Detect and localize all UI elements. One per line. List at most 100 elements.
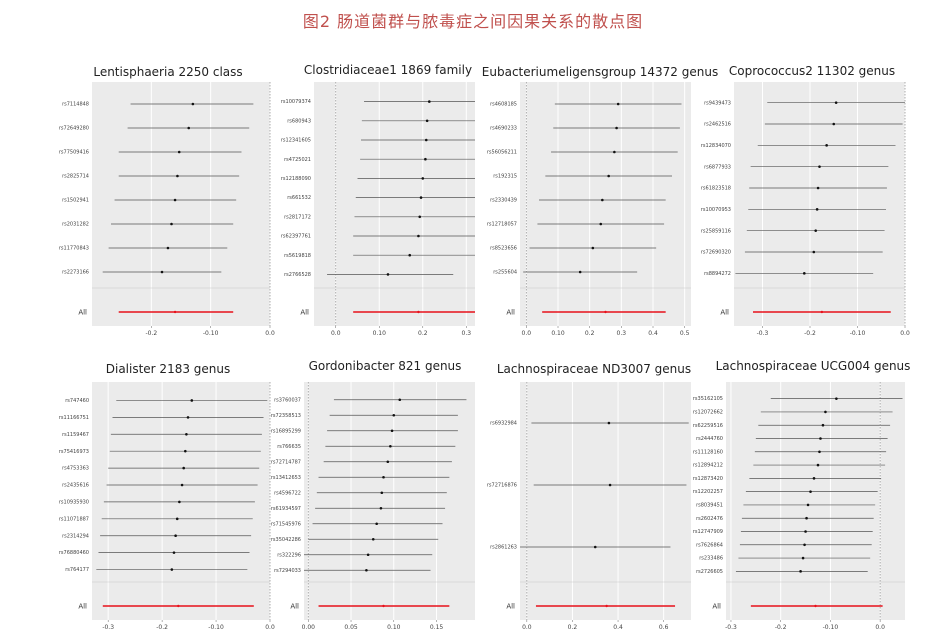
- snp-label: rs192315: [493, 174, 517, 180]
- snp-label: rs12873420: [693, 476, 723, 482]
- snp-label: rs35162105: [693, 396, 723, 402]
- tick-label: -0.10: [850, 330, 866, 337]
- tick-label: -0.2: [804, 330, 816, 337]
- snp-label: rs1159467: [62, 432, 89, 438]
- snp-label: rs72649280: [59, 126, 89, 132]
- estimate-point: [182, 466, 185, 470]
- tick-label: 0.10: [373, 330, 387, 337]
- estimate-point: [809, 490, 812, 493]
- snp-label: rs9439473: [704, 100, 731, 106]
- plot-background: [726, 382, 905, 620]
- overall-label: All: [78, 603, 87, 611]
- tick-label: 0.0: [522, 624, 532, 631]
- snp-label: rs11071887: [59, 516, 89, 522]
- panel-title: Dialister 2183 genus: [106, 362, 231, 376]
- tick-label: -0.10: [203, 330, 219, 337]
- snp-label: rs12202257: [693, 489, 723, 495]
- snp-label: rs12834070: [701, 143, 731, 149]
- estimate-point: [379, 506, 383, 510]
- tick-label: 0.6: [659, 624, 669, 631]
- estimate-point: [818, 165, 821, 168]
- snp-label: rs6877933: [704, 164, 731, 170]
- tick-label: 0.0: [331, 330, 341, 337]
- snp-label: rs61823518: [701, 186, 731, 192]
- snp-label: rs2825714: [62, 174, 89, 180]
- forest-panel: Dialister 2183 genus rs747460 rs11166751 rs…: [59, 362, 275, 631]
- snp-label: rs4596722: [274, 490, 301, 496]
- tick-label: 0.0: [522, 330, 532, 337]
- snp-label: rs8039451: [696, 503, 723, 509]
- tick-label: 0.2: [418, 330, 428, 337]
- estimate-point: [191, 102, 195, 106]
- estimate-point: [816, 463, 820, 467]
- snp-label: rs12188090: [281, 176, 311, 182]
- estimate-point: [173, 198, 177, 202]
- overall-point: [382, 604, 385, 608]
- estimate-point: [417, 234, 420, 238]
- tick-label: -0.3: [757, 330, 769, 337]
- estimate-point: [425, 119, 429, 123]
- forest-panel: Coprococcus2 11302 genus rs9439473 rs24625…: [701, 64, 910, 337]
- estimate-point: [160, 270, 164, 274]
- snp-label: rs12747909: [693, 529, 723, 535]
- snp-label: rs12341605: [281, 138, 311, 144]
- estimate-point: [389, 444, 392, 448]
- estimate-point: [806, 503, 810, 507]
- snp-label: rs61934597: [271, 506, 301, 512]
- snp-label: rs2861263: [490, 545, 517, 551]
- snp-label: rs7626864: [696, 542, 723, 548]
- plot-background: [304, 382, 475, 620]
- panel-title: Clostridiaceae1 1869 family: [304, 63, 472, 77]
- tick-label: -0.2: [145, 330, 157, 337]
- tick-label: 0.15: [430, 624, 444, 631]
- snp-label: rs12894212: [693, 463, 723, 469]
- forest-panel: Eubacteriumeligensgroup 14372 genus rs460…: [482, 65, 718, 337]
- estimate-point: [812, 250, 816, 254]
- estimate-point: [175, 517, 179, 521]
- estimate-point: [607, 421, 611, 425]
- overall-point: [814, 604, 817, 608]
- snp-label: rs4608185: [490, 102, 517, 108]
- snp-label: rs16895299: [271, 428, 301, 434]
- estimate-point: [821, 423, 825, 427]
- tick-label: -0.3: [725, 624, 737, 631]
- estimate-point: [408, 253, 412, 257]
- forest-panel: Lachnospiraceae UCG004 genus rs35162105 rs…: [693, 359, 911, 631]
- tick-label: -0.10: [823, 624, 839, 631]
- estimate-point: [187, 126, 191, 130]
- estimate-point: [599, 222, 603, 226]
- plot-background: [520, 382, 691, 620]
- snp-label: rs4690233: [490, 126, 517, 132]
- plot-background: [520, 82, 691, 326]
- forest-panel: Gordonibacter 821 genus rs3760037 rs723585…: [271, 359, 475, 631]
- tick-label: -0.10: [208, 624, 224, 631]
- estimate-point: [818, 450, 821, 454]
- snp-label: rs13412653: [271, 475, 301, 481]
- estimate-point: [801, 556, 805, 560]
- estimate-point: [601, 198, 604, 202]
- estimate-point: [428, 100, 431, 103]
- tick-label: -0.2: [156, 624, 168, 631]
- snp-label: rs7294033: [274, 568, 301, 574]
- tick-label: 0.05: [344, 624, 358, 631]
- estimate-point: [825, 144, 828, 147]
- estimate-point: [824, 410, 827, 414]
- estimate-point: [186, 416, 190, 419]
- estimate-point: [814, 229, 817, 232]
- tick-label: 0.2: [585, 330, 595, 337]
- estimate-point: [616, 102, 620, 106]
- estimate-point: [815, 208, 819, 211]
- estimate-point: [834, 101, 838, 104]
- tick-label: 0.0: [265, 330, 275, 337]
- estimate-point: [398, 398, 402, 402]
- plot-background: [92, 382, 270, 620]
- overall-label: All: [712, 603, 721, 611]
- overall-label: All: [506, 309, 515, 317]
- snp-label: rs8894272: [704, 271, 731, 277]
- estimate-point: [419, 196, 423, 199]
- estimate-point: [185, 432, 188, 436]
- estimate-point: [371, 537, 375, 541]
- tick-label: 0.3: [462, 330, 472, 337]
- snp-label: rs12072662: [693, 410, 723, 416]
- snp-label: rs661532: [287, 195, 311, 201]
